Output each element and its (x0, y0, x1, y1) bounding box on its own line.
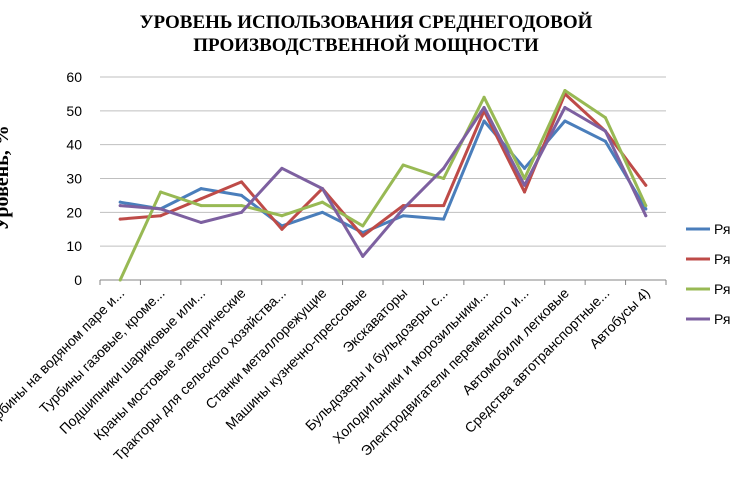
series-line-4 (118, 106, 648, 258)
data-point (118, 200, 122, 204)
data-point (442, 177, 446, 180)
data-point (361, 224, 365, 228)
data-point (644, 214, 648, 218)
data-point (159, 190, 163, 194)
data-point (118, 278, 122, 282)
data-point (159, 214, 163, 218)
series-lines (118, 89, 648, 282)
data-point (563, 119, 567, 123)
data-point (401, 207, 405, 211)
data-point (442, 204, 446, 208)
data-point (159, 207, 163, 211)
y-tick-label: 0 (74, 272, 82, 288)
data-point (240, 210, 243, 214)
legend-label: Ря (714, 251, 730, 267)
x-tick-label: Турбины на водяном паре и... (0, 285, 127, 433)
data-point (361, 254, 365, 258)
series-line-1 (118, 119, 648, 235)
y-tick-label: 50 (66, 103, 82, 119)
x-axis-ticks: Турбины на водяном паре и...Турбины газо… (0, 280, 667, 464)
data-point (118, 204, 122, 208)
data-point (280, 214, 284, 218)
series-line-3 (118, 89, 648, 282)
data-point (644, 207, 648, 211)
data-point (240, 180, 243, 184)
y-axis-label: Уровень, % (0, 125, 13, 230)
y-axis-ticks: 0 10 20 30 40 50 60 (66, 69, 82, 288)
y-tick-label: 30 (66, 171, 82, 187)
legend-label: Ря (714, 281, 730, 297)
chart-title-line-2: ПРОИЗВОДСТВЕННОЙ МОЩНОСТИ (193, 34, 539, 56)
data-point (401, 163, 405, 167)
data-point (644, 204, 648, 208)
data-point (361, 234, 365, 238)
legend-label: Ря (714, 311, 730, 327)
y-tick-label: 10 (66, 238, 82, 254)
data-point (603, 129, 607, 133)
series-line-2 (118, 92, 648, 238)
data-point (199, 187, 203, 191)
y-tick-label: 60 (66, 69, 82, 85)
chart-title-line-1: УРОВЕНЬ ИСПОЛЬЗОВАНИЯ СРЕДНЕГОДОВОЙ (140, 11, 593, 33)
legend-label: Ря (714, 221, 730, 237)
data-point (240, 193, 243, 197)
data-point (199, 204, 203, 208)
data-point (320, 210, 324, 214)
data-point (523, 190, 526, 194)
data-point (280, 166, 284, 170)
data-point (563, 89, 567, 93)
data-point (482, 105, 486, 109)
data-point (401, 214, 405, 218)
data-point (523, 177, 526, 180)
data-point (603, 116, 607, 120)
data-point (523, 183, 526, 187)
data-point (603, 139, 607, 143)
data-point (280, 227, 284, 231)
data-point (199, 220, 203, 224)
gridlines (100, 76, 666, 281)
data-point (523, 166, 526, 170)
data-point (482, 119, 486, 123)
y-tick-label: 40 (66, 137, 82, 153)
data-point (118, 217, 122, 221)
data-point (563, 105, 567, 109)
data-point (442, 166, 446, 170)
x-tick-label: Подшипники шариковые или... (56, 285, 208, 437)
data-point (442, 217, 446, 221)
data-point (320, 200, 324, 204)
data-point (320, 187, 324, 191)
data-point (199, 197, 203, 201)
data-point (644, 183, 648, 187)
y-tick-label: 20 (66, 204, 82, 220)
legend: Ря Ря Ря Ря (686, 221, 730, 327)
data-point (240, 204, 243, 208)
data-point (482, 95, 486, 99)
